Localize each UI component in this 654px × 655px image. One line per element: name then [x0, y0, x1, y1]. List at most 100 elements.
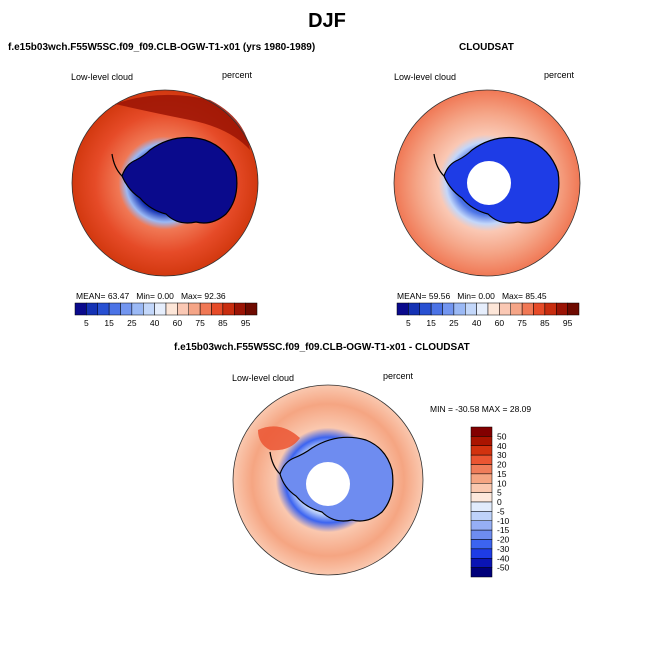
right-colorbar-tick-label: 60	[495, 318, 505, 328]
bottom-colorbar-box	[470, 501, 493, 512]
bottom-colorbar-box	[470, 483, 493, 493]
bottom-colorbar-tick-label: 15	[497, 469, 507, 479]
left-variable-label: Low-level cloud	[71, 72, 134, 82]
right-colorbar-tick-label: 15	[426, 318, 436, 328]
bottom-colorbar-tick-label: 0	[497, 497, 502, 507]
bottom-colorbar-tick-label: -40	[497, 553, 510, 563]
left-polar-map	[71, 89, 259, 277]
right-colorbar-box	[442, 302, 455, 316]
bottom-colorbar-tick-label: -15	[497, 525, 510, 535]
left-stats: MEAN= 63.47 Min= 0.00 Max= 92.36	[76, 291, 226, 301]
left-min-value: 0.00	[157, 291, 174, 301]
right-polar-map	[393, 89, 581, 277]
left-colorbar-box	[108, 302, 121, 316]
left-mean-value: 63.47	[107, 291, 130, 301]
bottom-colorbar-box	[470, 464, 493, 475]
left-colorbar-tick-label: 5	[84, 318, 89, 328]
left-map-border	[71, 89, 259, 277]
left-peninsula	[111, 153, 123, 177]
right-colorbar-tick-label: 25	[449, 318, 459, 328]
main-title: DJF	[308, 10, 346, 32]
right-colorbar-tick-label: 85	[540, 318, 550, 328]
bottom-minmax-label: MIN = -30.58 MAX = 28.09	[430, 404, 532, 414]
bottom-colorbar-tick-label: 30	[497, 450, 507, 460]
bottom-pole-hole	[306, 462, 350, 506]
bottom-colorbar-tick-label: -30	[497, 544, 510, 554]
right-pole-hole	[467, 161, 511, 205]
left-colorbar-tick-label: 85	[218, 318, 228, 328]
right-max-value: 85.45	[525, 291, 547, 301]
bottom-positive-patch	[258, 426, 300, 451]
left-max-label: Max=	[180, 291, 202, 301]
left-colorbar-tick-label: 60	[173, 318, 183, 328]
bottom-polar-map	[232, 384, 424, 576]
bottom-colorbar-box	[470, 445, 493, 456]
bottom-colorbar-tick-label: 5	[497, 488, 502, 498]
right-min-value: 0.00	[478, 291, 495, 301]
bottom-peninsula	[269, 451, 281, 475]
bottom-colorbar-box	[470, 473, 493, 484]
left-colorbar-box	[74, 302, 87, 316]
bottom-units-label: percent	[383, 371, 414, 381]
right-colorbar-box	[430, 302, 443, 316]
left-colorbar-box	[131, 302, 144, 316]
right-colorbar-box	[396, 302, 409, 316]
bottom-colorbar-box	[470, 548, 493, 559]
bottom-colorbar-tick-label: -10	[497, 516, 510, 526]
left-colorbar-box	[188, 302, 201, 316]
left-colorbar-box	[120, 302, 133, 316]
left-units-label: percent	[222, 70, 253, 80]
right-map-border	[393, 89, 581, 277]
left-colorbar-box	[199, 302, 212, 316]
right-colorbar-box	[556, 302, 568, 316]
left-colorbar-box	[245, 302, 258, 316]
left-colorbar-tick-label: 95	[241, 318, 251, 328]
bottom-colorbar-box	[470, 567, 493, 578]
left-colorbar-tick-label: 40	[150, 318, 160, 328]
bottom-colorbar-tick-label: 40	[497, 441, 507, 451]
left-colorbar-box	[86, 302, 98, 316]
right-colorbar-box	[510, 302, 523, 316]
right-colorbar-box	[533, 302, 546, 316]
left-max-value: 92.36	[204, 291, 226, 301]
right-max-label: Max=	[501, 291, 523, 301]
left-panel-title: f.e15b03wch.F55W5SC.f09_f09.CLB-OGW-T1-x…	[8, 42, 316, 53]
left-colorbar-tick-label: 25	[127, 318, 137, 328]
right-colorbar-tick-label: 75	[517, 318, 527, 328]
bottom-colorbar-box	[470, 454, 493, 465]
right-colorbar-tick-label: 95	[563, 318, 573, 328]
bottom-panel-title: f.e15b03wch.F55W5SC.f09_f09.CLB-OGW-T1-x…	[174, 342, 470, 353]
right-colorbar: 5 15 25 40 60 75 85 95	[396, 302, 580, 328]
bottom-colorbar-box	[470, 529, 493, 540]
right-colorbar-box	[465, 302, 477, 316]
left-colorbar: 5 15 25 40 60 75 85 95	[74, 302, 258, 328]
bottom-colorbar-box	[470, 520, 493, 531]
right-colorbar-box	[419, 302, 432, 316]
left-colorbar-tick-label: 75	[195, 318, 205, 328]
right-colorbar-box	[453, 302, 466, 316]
left-colorbar-box	[154, 302, 167, 316]
left-antarctica-fill	[121, 137, 238, 224]
right-colorbar-box	[544, 302, 557, 316]
bottom-colorbar-tick-label: -50	[497, 563, 510, 573]
bottom-colorbar-box	[470, 426, 493, 437]
left-colorbar-box	[234, 302, 246, 316]
bottom-colorbar-tick-label: 50	[497, 431, 507, 441]
right-colorbar-box	[476, 302, 489, 316]
right-colorbar-box	[408, 302, 420, 316]
bottom-colorbar-tick-label: -5	[497, 506, 505, 516]
right-units-label: percent	[544, 70, 575, 80]
right-mean-label: MEAN=	[397, 291, 427, 301]
bottom-colorbar-box	[470, 558, 493, 568]
bottom-colorbar-box	[470, 492, 493, 503]
right-colorbar-box	[521, 302, 534, 316]
bottom-colorbar-tick-label: 20	[497, 460, 507, 470]
bottom-colorbar-tick-label: 10	[497, 478, 507, 488]
left-high-cloud-patch	[115, 94, 250, 150]
bottom-colorbar-tick-label: -20	[497, 535, 510, 545]
bottom-colorbar-box	[470, 436, 493, 446]
left-colorbar-tick-label: 15	[104, 318, 114, 328]
right-min-label: Min=	[457, 291, 476, 301]
bottom-colorbar-box	[470, 511, 493, 521]
